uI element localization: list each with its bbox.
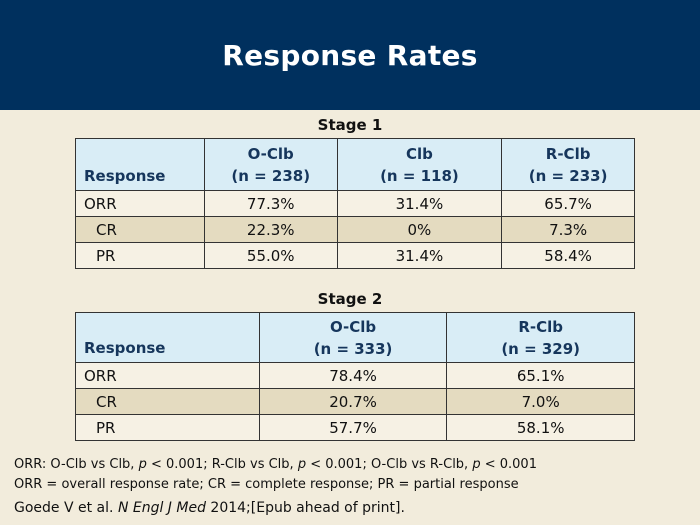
table-cell: 31.4% bbox=[336, 242, 503, 269]
row-label-cr: CR bbox=[75, 216, 205, 243]
table-cell: 20.7% bbox=[258, 388, 448, 415]
stage2-response-header: Response bbox=[75, 312, 260, 363]
table-cell: 78.4% bbox=[258, 362, 448, 389]
title-bar: Response Rates bbox=[0, 0, 700, 110]
abbreviations-footnote: ORR = overall response rate; CR = comple… bbox=[14, 477, 519, 492]
stage2-table: Response O-Clb (n = 333) R-Clb (n = 329) O… bbox=[75, 312, 635, 441]
row-label-orr: ORR bbox=[75, 362, 260, 389]
table-cell: 7.0% bbox=[446, 388, 635, 415]
stage1-col-r-clb: R-Clb (n = 233) bbox=[501, 138, 635, 191]
table-cell: 55.0% bbox=[203, 242, 338, 269]
stage1-label: Stage 1 bbox=[317, 116, 383, 134]
table-cell: 7.3% bbox=[501, 216, 635, 243]
stage1-table: Response O-Clb (n = 238) Clb (n = 118) R-C… bbox=[75, 138, 635, 269]
table-cell: 0% bbox=[336, 216, 503, 243]
table-row: PR 55.0% 31.4% 58.4% bbox=[75, 242, 635, 269]
table-cell: 58.4% bbox=[501, 242, 635, 269]
footnotes: ORR: O-Clb vs Clb, p < 0.001; R-Clb vs C… bbox=[14, 455, 537, 495]
stage2-col-o-clb: O-Clb (n = 333) bbox=[258, 312, 448, 363]
table-cell: 65.1% bbox=[446, 362, 635, 389]
table-cell: 22.3% bbox=[203, 216, 338, 243]
stage1-col-clb: Clb (n = 118) bbox=[336, 138, 503, 191]
row-label-cr: CR bbox=[75, 388, 260, 415]
pvalue-footnote: ORR: O-Clb vs Clb, p < 0.001; R-Clb vs C… bbox=[14, 457, 537, 472]
table-row: PR 57.7% 58.1% bbox=[75, 414, 635, 441]
row-label-pr: PR bbox=[75, 242, 205, 269]
stage1-response-header: Response bbox=[75, 138, 205, 191]
stage1-col-o-clb: O-Clb (n = 238) bbox=[203, 138, 338, 191]
stage2-label: Stage 2 bbox=[317, 290, 383, 308]
table-row: ORR 78.4% 65.1% bbox=[75, 362, 635, 389]
row-label-pr: PR bbox=[75, 414, 260, 441]
table-cell: 57.7% bbox=[258, 414, 448, 441]
stage2-col-r-clb: R-Clb (n = 329) bbox=[446, 312, 635, 363]
table-cell: 58.1% bbox=[446, 414, 635, 441]
row-label-orr: ORR bbox=[75, 190, 205, 217]
table-row: CR 20.7% 7.0% bbox=[75, 388, 635, 415]
slide-title: Response Rates bbox=[222, 38, 478, 72]
table-cell: 77.3% bbox=[203, 190, 338, 217]
table-row: CR 22.3% 0% 7.3% bbox=[75, 216, 635, 243]
table-row: ORR 77.3% 31.4% 65.7% bbox=[75, 190, 635, 217]
reference-citation: Goede V et al. N Engl J Med 2014;[Epub a… bbox=[14, 500, 405, 516]
table-cell: 65.7% bbox=[501, 190, 635, 217]
table-cell: 31.4% bbox=[336, 190, 503, 217]
